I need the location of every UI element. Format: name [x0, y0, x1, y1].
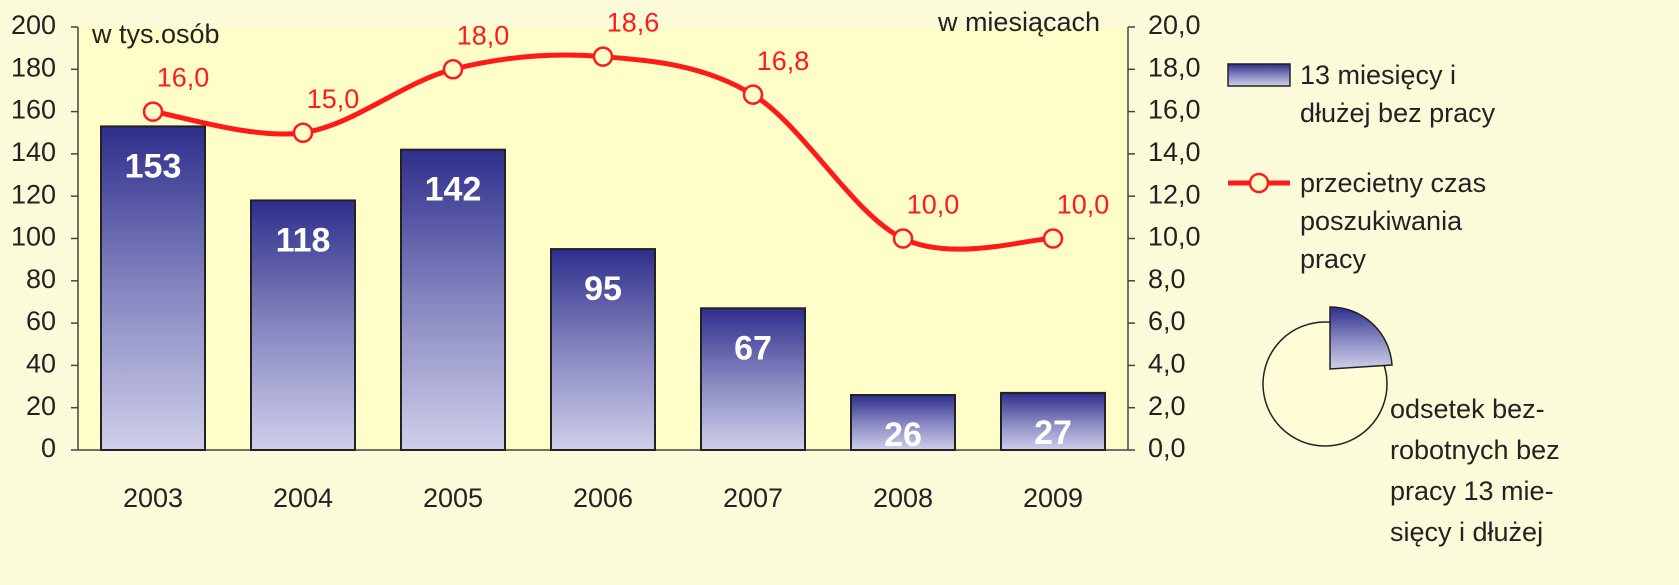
x-tick-label: 2008: [873, 483, 933, 513]
x-tick-label: 2003: [123, 483, 183, 513]
y-tick-label: 40: [26, 349, 56, 379]
y2-tick-label: 18,0: [1148, 52, 1201, 82]
y-tick-label: 0: [41, 433, 56, 463]
bar: [700, 307, 806, 452]
bar-value-label: 153: [125, 147, 182, 185]
y2-tick-label: 12,0: [1148, 179, 1201, 209]
y-tick-label: 100: [11, 222, 56, 252]
bar-value-label: 26: [884, 416, 922, 454]
line-value-label: 18,0: [457, 20, 510, 50]
y2-tick-label: 20,0: [1148, 10, 1201, 40]
line-value-label: 10,0: [1057, 190, 1110, 220]
y-tick-label: 20: [26, 391, 56, 421]
y2-tick-label: 14,0: [1148, 137, 1201, 167]
y-tick-label: 180: [11, 52, 56, 82]
annotation-line: robotnych bez: [1390, 435, 1560, 465]
y2-axis-label: w miesiącach: [937, 7, 1100, 37]
y-tick-label: 200: [11, 10, 56, 40]
bar: [250, 199, 356, 451]
line-marker: [292, 122, 314, 143]
line-value-label: 10,0: [907, 190, 960, 220]
x-tick-label: 2005: [423, 483, 483, 513]
legend-bar-swatch: [1227, 63, 1291, 87]
bar-value-label: 118: [276, 221, 331, 259]
legend-bar-label: 13 miesięcy i dłużej bez pracy: [1300, 60, 1496, 128]
y-tick-label: 80: [26, 264, 56, 294]
bar: [550, 248, 656, 451]
y2-tick-label: 10,0: [1148, 222, 1201, 252]
y2-tick-label: 0,0: [1148, 433, 1186, 463]
x-tick-label: 2004: [273, 483, 333, 513]
bar: [100, 125, 206, 451]
bar: [1000, 391, 1106, 451]
annotation-line: sięcy i dłużej: [1390, 517, 1543, 547]
pie-icon-slice: [1329, 306, 1393, 370]
legend-line-label: przecietny czas poszukiwania pracy: [1300, 168, 1487, 274]
bar-value-label: 95: [584, 270, 622, 308]
line-value-label: 16,0: [157, 63, 210, 93]
y-tick-label: 60: [26, 306, 56, 336]
y-tick-label: 160: [11, 95, 56, 125]
line-value-label: 15,0: [307, 84, 360, 114]
bar: [400, 148, 506, 451]
bar-value-label: 142: [425, 171, 482, 209]
annotation-line: odsetek bez-: [1390, 394, 1545, 424]
y-tick-label: 120: [11, 179, 56, 209]
line-marker: [592, 46, 614, 67]
x-tick-label: 2007: [723, 483, 783, 513]
y-axis-label: w tys.osób: [91, 19, 220, 49]
line-marker: [1042, 228, 1064, 249]
legend-line-marker: [1248, 172, 1270, 194]
line-marker: [142, 101, 164, 122]
line-marker: [892, 228, 914, 249]
y2-tick-label: 16,0: [1148, 95, 1201, 125]
y2-tick-label: 4,0: [1148, 349, 1186, 379]
y2-tick-label: 8,0: [1148, 264, 1186, 294]
bar-value-label: 27: [1034, 414, 1072, 452]
bar: [850, 394, 956, 452]
y2-tick-label: 6,0: [1148, 306, 1186, 336]
annotation-line: pracy 13 mie-: [1390, 476, 1554, 506]
line-marker: [442, 59, 464, 80]
x-tick-label: 2006: [573, 483, 633, 513]
line-marker: [742, 84, 764, 105]
line-value-label: 16,8: [757, 46, 810, 76]
y-tick-label: 140: [11, 137, 56, 167]
y2-tick-label: 2,0: [1148, 391, 1186, 421]
bar-value-label: 67: [734, 329, 772, 367]
x-tick-label: 2009: [1023, 483, 1083, 513]
line-value-label: 18,6: [607, 8, 660, 38]
